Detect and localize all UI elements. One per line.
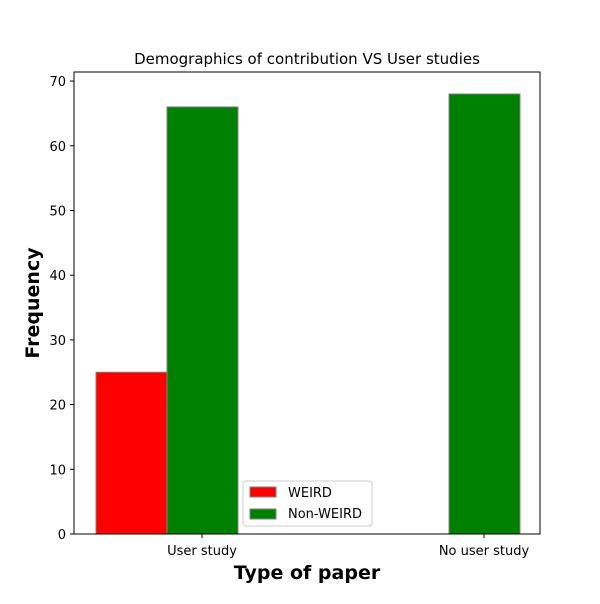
y-axis: 0 10 20 30 40 50 60 70 <box>49 75 74 543</box>
legend: WEIRD Non-WEIRD <box>242 480 373 527</box>
x-tick-label: User study <box>167 544 237 559</box>
bar-non-weird-user-study <box>166 106 239 535</box>
y-tick-label: 50 <box>49 204 66 219</box>
bars-group <box>95 93 521 535</box>
y-tick-label: 20 <box>49 399 66 414</box>
x-tick-label: No user study <box>439 544 530 559</box>
bar-non-weird-no-user-study <box>448 93 521 535</box>
y-tick-label: 10 <box>49 463 66 478</box>
y-tick-label: 40 <box>49 269 66 284</box>
chart-title: Demographics of contribution VS User stu… <box>134 50 480 68</box>
y-tick-label: 70 <box>49 75 66 90</box>
x-axis: User study No user study <box>167 534 529 559</box>
bar-weird-user-study <box>95 371 168 535</box>
legend-label-non-weird: Non-WEIRD <box>288 507 362 522</box>
y-tick-label: 60 <box>49 140 66 155</box>
legend-label-weird: WEIRD <box>288 486 332 501</box>
y-tick-label: 30 <box>49 334 66 349</box>
legend-swatch-weird <box>249 486 277 498</box>
legend-swatch-non-weird <box>249 508 277 520</box>
y-axis-label: Frequency <box>22 247 44 359</box>
x-axis-label: Type of paper <box>234 562 381 584</box>
plot-frame <box>73 71 541 535</box>
y-tick-label: 0 <box>58 528 66 543</box>
